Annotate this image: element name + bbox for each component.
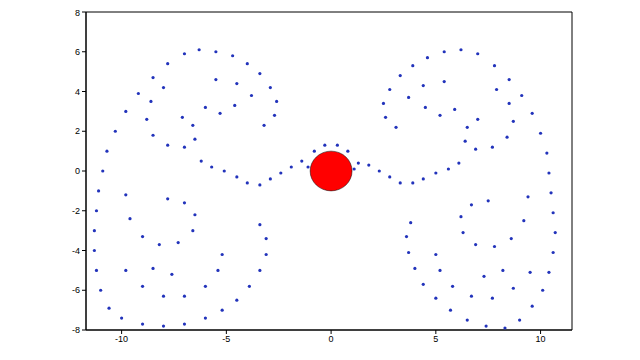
svg-text:2: 2 — [75, 126, 80, 136]
svg-text:4: 4 — [75, 87, 80, 97]
svg-text:0: 0 — [329, 334, 334, 344]
svg-text:-6: -6 — [72, 285, 80, 295]
svg-text:-5: -5 — [222, 334, 230, 344]
svg-text:6: 6 — [75, 47, 80, 57]
svg-text:-2: -2 — [72, 206, 80, 216]
svg-text:0: 0 — [75, 166, 80, 176]
svg-text:-10: -10 — [115, 334, 128, 344]
svg-text:8: 8 — [75, 8, 80, 18]
svg-text:-4: -4 — [72, 246, 80, 256]
svg-text:5: 5 — [433, 334, 438, 344]
svg-text:10: 10 — [536, 334, 546, 344]
svg-text:-8: -8 — [72, 325, 80, 335]
